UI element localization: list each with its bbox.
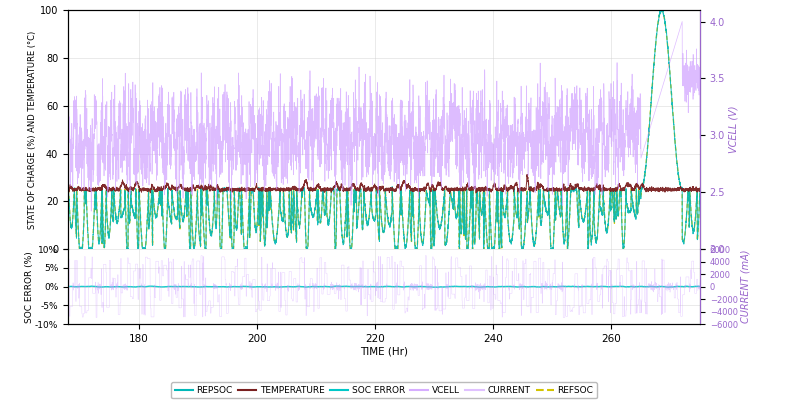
Legend: REPSOC, TEMPERATURE, SOC ERROR, VCELL, CURRENT, REFSOC: REPSOC, TEMPERATURE, SOC ERROR, VCELL, C… — [171, 382, 597, 399]
Y-axis label: STATE OF CHARGE (%) AND TEMPERATURE (°C): STATE OF CHARGE (%) AND TEMPERATURE (°C) — [28, 30, 37, 229]
Y-axis label: SOC ERROR (%): SOC ERROR (%) — [25, 251, 34, 322]
Y-axis label: CURRENT (mA): CURRENT (mA) — [741, 250, 750, 323]
X-axis label: TIME (Hr): TIME (Hr) — [360, 347, 408, 356]
Y-axis label: VCELL (V): VCELL (V) — [728, 106, 738, 153]
